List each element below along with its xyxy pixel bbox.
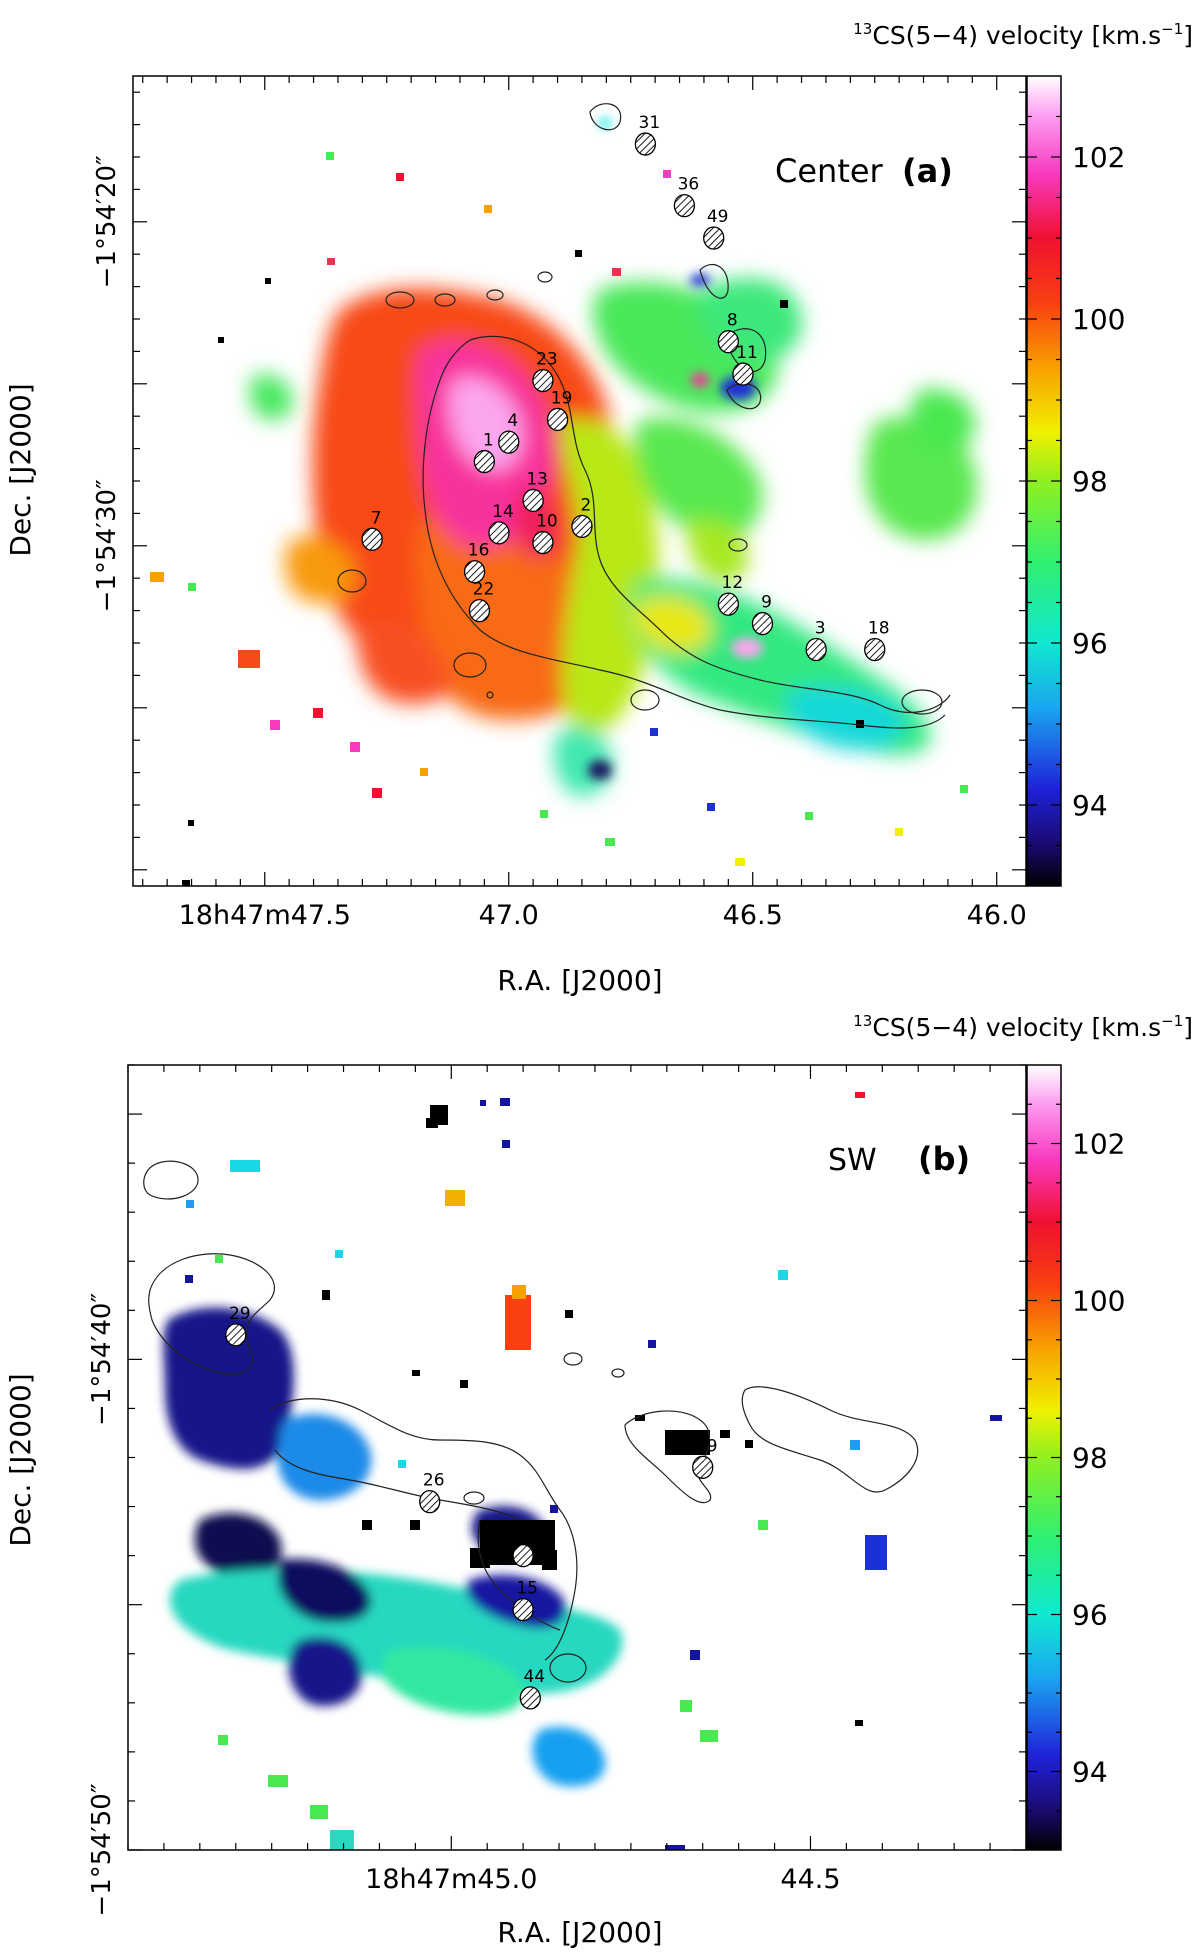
colorbar-tick-label: 94 xyxy=(1072,1756,1108,1789)
core-marker xyxy=(512,1543,534,1568)
core-marker xyxy=(532,530,554,555)
velocity-map-a: 31 36 49 8 11 23 19 41 13 14 2 10 7 16 22 12 9 3 18 xyxy=(133,76,1026,886)
core-label: 29 xyxy=(229,1304,251,1324)
x-tick-label: 18h47m47.5 xyxy=(179,900,351,931)
panel-b: 13CS(5−4) velocity [km.s−1] xyxy=(4,1012,1193,1949)
colorbar-tick-label: 98 xyxy=(1072,1442,1108,1475)
colorbar-ticks-a: 94 96 98 100 102 xyxy=(1027,115,1125,847)
core-marker xyxy=(468,598,491,623)
core-label: 19 xyxy=(551,388,573,408)
core-label: 23 xyxy=(536,350,558,370)
core-marker xyxy=(751,611,774,636)
core-marker xyxy=(673,193,696,218)
core-marker xyxy=(805,637,827,662)
colorbar-tick-label: 100 xyxy=(1072,303,1125,336)
core-label: 22 xyxy=(473,580,495,600)
core-marker xyxy=(571,514,593,539)
core-label: 2 xyxy=(581,495,592,515)
y-tick-label: −1°54′50″ xyxy=(87,1783,117,1916)
cores-b: 29 26 39 59 15 44 xyxy=(225,1304,718,1710)
y-axis-label-b: Dec. [J2000] xyxy=(4,1373,37,1546)
core-marker xyxy=(864,637,886,662)
velocity-map-b: 29 26 39 59 15 44 xyxy=(128,1065,1026,1850)
x-tick-label: 18h47m45.0 xyxy=(365,1864,537,1895)
core-marker xyxy=(546,407,569,432)
y-axis-label-a: Dec. [J2000] xyxy=(4,383,37,556)
colorbar-ticks-b: 94 96 98 100 102 xyxy=(1027,1103,1125,1812)
y-tick-label: −1°54′30″ xyxy=(92,479,122,612)
core-marker xyxy=(463,560,486,584)
core-marker xyxy=(488,521,510,545)
x-tick-label: 46.5 xyxy=(723,900,783,931)
core-label: 8 xyxy=(727,311,738,331)
core-label: 18 xyxy=(868,618,890,638)
core-label: 3 xyxy=(815,618,826,638)
core-label: 9 xyxy=(761,593,772,613)
colorbar-tick-label: 94 xyxy=(1072,789,1108,822)
core-marker xyxy=(717,330,739,354)
core-marker xyxy=(692,1455,714,1479)
colorbar-tick-label: 96 xyxy=(1072,627,1108,660)
core-label: 10 xyxy=(536,512,558,532)
core-marker xyxy=(498,430,520,454)
axes-b: 18h47m45.0 44.5 −1°54′40″ −1°54′50″ xyxy=(87,1064,1027,1917)
colorbar-tick-label: 100 xyxy=(1072,1285,1125,1318)
core-marker xyxy=(361,527,383,551)
core-marker xyxy=(512,1597,534,1622)
core-marker xyxy=(634,132,657,156)
core-label: 11 xyxy=(736,343,758,363)
colorbar-tick-label: 98 xyxy=(1072,465,1108,498)
colorbar-tick-label: 96 xyxy=(1072,1599,1108,1632)
panel-a: 13CS(5−4) velocity [km.s−1] xyxy=(4,20,1193,997)
core-marker xyxy=(717,592,739,616)
axes-a: 18h47m47.5 47.0 46.5 46.0 −1°54′20″ −1°54′30″ xyxy=(92,76,1027,931)
core-marker xyxy=(225,1323,247,1347)
core-label: 14 xyxy=(492,502,514,522)
core-marker xyxy=(703,226,725,250)
colorbar-tick-label: 102 xyxy=(1072,1128,1125,1161)
core-label: 16 xyxy=(468,541,490,561)
panel-tag-a: (a) xyxy=(902,152,953,190)
colorbar-title-a: 13CS(5−4) velocity [km.s−1] xyxy=(853,20,1193,50)
core-label: 36 xyxy=(678,175,700,195)
x-axis-label-a: R.A. [J2000] xyxy=(497,964,662,997)
x-tick-label: 46.0 xyxy=(967,900,1027,931)
core-label: 49 xyxy=(707,207,729,227)
core-label: 7 xyxy=(371,508,382,528)
y-tick-label: −1°54′20″ xyxy=(92,155,122,288)
colorbar-tick-label: 102 xyxy=(1072,141,1125,174)
core-marker xyxy=(732,362,754,386)
core-label: 4 xyxy=(507,411,518,431)
x-axis-label-b: R.A. [J2000] xyxy=(497,1916,662,1949)
y-tick-label: −1°54′40″ xyxy=(87,1293,117,1426)
panel-label-a: Center xyxy=(775,152,884,190)
core-marker xyxy=(473,449,495,474)
cores-a: 31 36 49 8 11 23 19 41 13 14 2 10 7 16 22 12 9 3 18 xyxy=(361,113,890,662)
core-label: 59 xyxy=(516,1525,538,1545)
core-marker xyxy=(522,488,544,513)
core-label: 39 xyxy=(696,1436,718,1456)
core-marker xyxy=(519,1686,541,1710)
core-label: 13 xyxy=(526,469,548,489)
panel-label-b: SW xyxy=(828,1143,877,1178)
core-label: 31 xyxy=(639,113,661,133)
x-tick-label: 47.0 xyxy=(479,900,539,931)
core-label: 15 xyxy=(516,1579,538,1599)
panel-tag-b: (b) xyxy=(918,1140,970,1178)
core-marker xyxy=(532,368,554,393)
core-label: 26 xyxy=(423,1471,445,1491)
core-label: 12 xyxy=(722,573,744,593)
x-tick-label: 44.5 xyxy=(780,1864,840,1895)
core-label: 44 xyxy=(523,1667,545,1687)
colorbar-title-b: 13CS(5−4) velocity [km.s−1] xyxy=(853,1012,1193,1042)
core-label: 1 xyxy=(483,431,494,451)
core-marker xyxy=(419,1490,441,1514)
